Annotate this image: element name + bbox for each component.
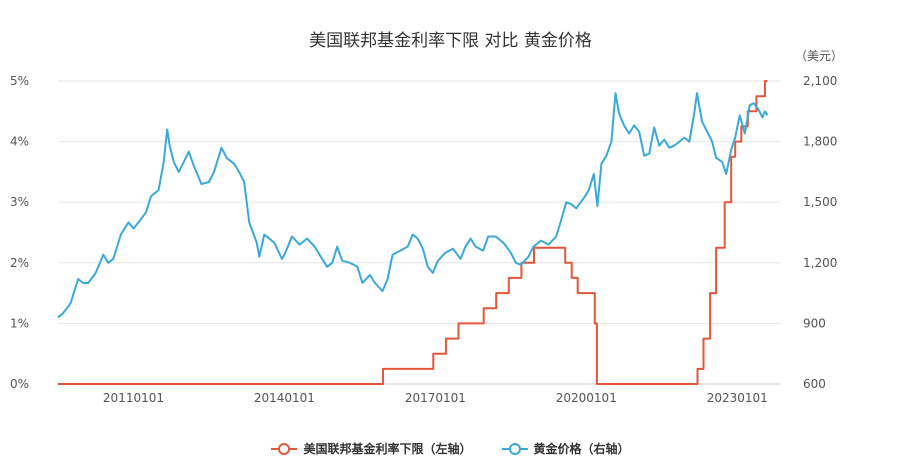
axes: 0% 600 1% 900 2% 1,200 3% 1,500 4% 1,800 5% 2,100 20… — [10, 74, 837, 405]
x-tick-label: 20230101 — [707, 391, 768, 405]
y-left-tick-label: 4% — [10, 135, 29, 149]
y-right-tick-label: 1,200 — [803, 256, 837, 270]
gridlines — [58, 80, 780, 385]
y-left-tick-label: 3% — [10, 195, 29, 209]
chart-title: 美国联邦基金利率下限 对比 黄金价格 — [309, 31, 592, 51]
legend-item-fed-rate[interactable]: 美国联邦基金利率下限（左轴） — [271, 440, 472, 457]
legend-label: 黄金价格（右轴） — [533, 442, 630, 456]
x-tick-label: 20110101 — [103, 391, 164, 405]
y-left-tick-label: 2% — [10, 256, 29, 270]
legend-marker-icon — [271, 442, 298, 456]
series-layer — [57, 80, 769, 385]
y-right-tick-label: 1,500 — [803, 195, 837, 209]
legend-marker-icon — [501, 442, 528, 456]
x-tick-label: 20200101 — [556, 391, 617, 405]
y-right-tick-label: 600 — [803, 377, 826, 391]
y-left-tick-label: 0% — [10, 377, 29, 391]
y-right-tick-label: 900 — [803, 316, 826, 330]
series-line-fed-rate — [58, 80, 768, 385]
y-left-tick-label: 5% — [10, 74, 29, 88]
legend-item-gold-price[interactable]: 黄金价格（右轴） — [501, 440, 630, 457]
y-left-tick-label: 1% — [10, 316, 29, 330]
series-line-gold-price — [57, 92, 769, 319]
x-tick-label: 20170101 — [405, 391, 466, 405]
y-right-tick-label: 2,100 — [803, 74, 837, 88]
legend-label: 美国联邦基金利率下限（左轴） — [303, 442, 472, 456]
x-tick-label: 20140101 — [254, 391, 315, 405]
legend: 美国联邦基金利率下限（左轴） 黄金价格（右轴） — [0, 440, 901, 457]
right-axis-unit: （美元） — [795, 49, 843, 63]
y-right-tick-label: 1,800 — [803, 135, 837, 149]
